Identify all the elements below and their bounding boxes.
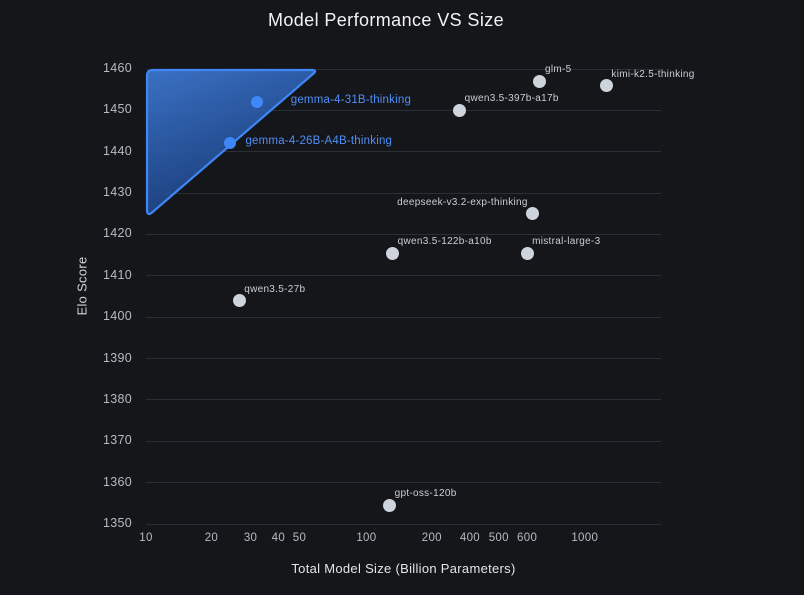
y-tick-label: 1400 [102, 309, 132, 324]
y-tick-label: 1390 [102, 350, 132, 365]
x-axis-title: Total Model Size (Billion Parameters) [291, 561, 516, 576]
y-tick-label: 1450 [102, 102, 132, 117]
x-tick-label: 20 [204, 532, 219, 544]
gridline-y-1420 [146, 233, 661, 235]
gridline-y-1350 [146, 523, 661, 525]
gridline-y-1400 [146, 316, 661, 318]
x-tick-label: 50 [292, 532, 307, 544]
gridline-y-1390 [146, 358, 661, 360]
x-tick-label: 30 [243, 532, 258, 544]
chart-title: Model Performance VS Size [267, 10, 505, 30]
y-tick-label: 1350 [102, 516, 132, 530]
point-label-qwen3.5-122b-a10b: qwen3.5-122b-a10b [397, 236, 492, 248]
x-tick-label: 400 [459, 532, 480, 544]
data-point-qwen3.5-27b[interactable] [232, 294, 246, 308]
data-point-glm-5[interactable] [533, 74, 547, 88]
point-label-deepseek-v3.2-exp-thinking: deepseek-v3.2-exp-thinking [397, 196, 528, 208]
y-tick-label: 1360 [102, 474, 132, 489]
highlight-region [145, 68, 317, 216]
data-point-gpt-oss-120b[interactable] [383, 498, 397, 512]
x-tick-label: 600 [517, 532, 538, 544]
y-axis-title: Elo Score [74, 256, 90, 316]
gridline-y-1440 [146, 151, 661, 153]
x-tick-label: 100 [356, 532, 377, 544]
data-point-gemma-4-31B-thinking[interactable] [250, 96, 263, 109]
data-point-qwen3.5-122b-a10b[interactable] [386, 246, 400, 260]
y-tick-label: 1430 [102, 185, 132, 200]
gridline-y-1370 [146, 440, 661, 442]
x-tick-label: 500 [488, 532, 509, 544]
y-tick-label: 1380 [102, 391, 132, 406]
point-label-kimi-k2.5-thinking: kimi-k2.5-thinking [611, 68, 695, 80]
x-tick-label: 40 [271, 532, 286, 544]
y-tick-label: 1420 [102, 226, 132, 241]
point-label-gemma-4-26B-A4B-thinking: gemma-4-26B-A4B-thinking [245, 135, 393, 148]
gridline-y-1450 [146, 109, 661, 111]
x-tick-label: 10 [139, 532, 153, 544]
gridline-y-1360 [146, 482, 661, 484]
data-point-kimi-k2.5-thinking[interactable] [599, 79, 613, 93]
point-label-glm-5: glm-5 [544, 64, 572, 76]
point-label-mistral-large-3: mistral-large-3 [532, 236, 601, 248]
y-tick-label: 1410 [102, 267, 132, 282]
gridline-y-1410 [146, 275, 661, 277]
x-tick-label: 200 [421, 532, 442, 544]
gridline-y-1380 [146, 399, 661, 401]
point-label-gemma-4-31B-thinking: gemma-4-31B-thinking [290, 94, 412, 107]
x-tick-label: 1000 [571, 532, 599, 544]
y-tick-label: 1370 [102, 433, 132, 448]
plot-area: gemma-4-31B-thinking gemma-4-26B-A4B-thin… [145, 64, 694, 525]
gridline-y-1430 [146, 192, 661, 194]
y-tick-label: 1440 [102, 143, 132, 158]
data-point-gemma-4-26B-A4B-thinking[interactable] [224, 137, 237, 150]
data-point-deepseek-v3.2-exp-thinking[interactable] [526, 207, 540, 221]
gridline-y-1460 [146, 68, 661, 70]
data-point-qwen3.5-397b-a17b[interactable] [453, 103, 467, 117]
data-point-mistral-large-3[interactable] [520, 246, 534, 260]
point-label-qwen3.5-27b: qwen3.5-27b [244, 283, 306, 295]
point-label-qwen3.5-397b-a17b: qwen3.5-397b-a17b [464, 93, 559, 105]
point-label-gpt-oss-120b: gpt-oss-120b [394, 488, 457, 500]
y-tick-label: 1460 [102, 61, 132, 75]
